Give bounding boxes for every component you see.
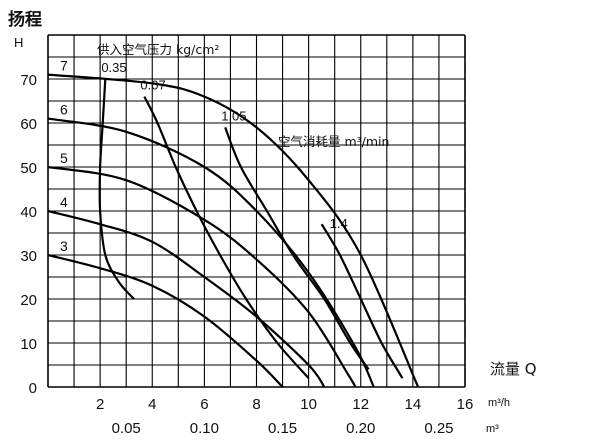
y-axis-title: 扬程 (8, 9, 42, 30)
x-tick-label: 16 (457, 396, 474, 413)
x2-tick-label: 0.20 (346, 420, 375, 437)
y-tick-label: 70 (20, 72, 37, 89)
air-curve-label: 0.07 (140, 78, 165, 93)
x-tick-label: 10 (300, 396, 317, 413)
head-curve-6 (47, 117, 375, 388)
x-tick-label: 14 (405, 396, 422, 413)
x-axis2-unit: m³ (486, 423, 499, 435)
air-curve-1.4 (320, 223, 404, 379)
air-curve-label: 1.05 (221, 108, 246, 123)
y-tick-label: 40 (20, 204, 37, 221)
head-curve-label: 6 (60, 102, 68, 118)
x2-tick-label: 0.25 (424, 420, 453, 437)
x-tick-label: 8 (252, 396, 260, 413)
head-curve-5 (47, 165, 357, 388)
chart-labels: 0 10 20 30 40 50 60 70 2 4 6 8 10 12 14 16 0.05 0.10 0.15 0… (20, 58, 473, 437)
x-axis-unit: m³/h (488, 397, 510, 409)
x-tick-label: 4 (148, 396, 156, 413)
head-curve-label: 3 (60, 238, 68, 254)
head-curve-label: 4 (60, 194, 68, 210)
y-tick-label: 0 (29, 380, 37, 397)
x-axis-title: 流量 Q (490, 360, 537, 378)
air-curve-1.05 (224, 126, 370, 371)
x-tick-label: 12 (352, 396, 369, 413)
x2-tick-label: 0.05 (112, 420, 141, 437)
air-curve-0.07 (143, 96, 310, 379)
y-tick-label: 20 (20, 292, 37, 309)
chart-grid (47, 34, 466, 388)
y-axis-unit: H (14, 35, 23, 50)
x-tick-label: 6 (200, 396, 208, 413)
x2-tick-label: 0.15 (268, 420, 297, 437)
air-curve-label: 0.35 (101, 60, 126, 75)
y-tick-label: 10 (20, 336, 37, 353)
head-curve-label: 5 (60, 150, 68, 166)
air-pressure-legend: 供入空气压力 kg/cm² (97, 42, 219, 57)
air-consumption-legend: 空气消耗量 m³/min (278, 134, 389, 149)
y-tick-label: 30 (20, 248, 37, 265)
head-curve-3 (47, 253, 284, 388)
y-tick-label: 50 (20, 160, 37, 177)
y-tick-label: 60 (20, 116, 37, 133)
x-tick-label: 2 (96, 396, 104, 413)
x2-tick-label: 0.10 (190, 420, 219, 437)
head-curve-label: 7 (60, 58, 68, 74)
head-curve-7 (47, 73, 420, 388)
air-curve-label: 1.4 (330, 216, 348, 231)
air-curve-0.35 (98, 78, 135, 300)
chart-curves (47, 73, 420, 388)
